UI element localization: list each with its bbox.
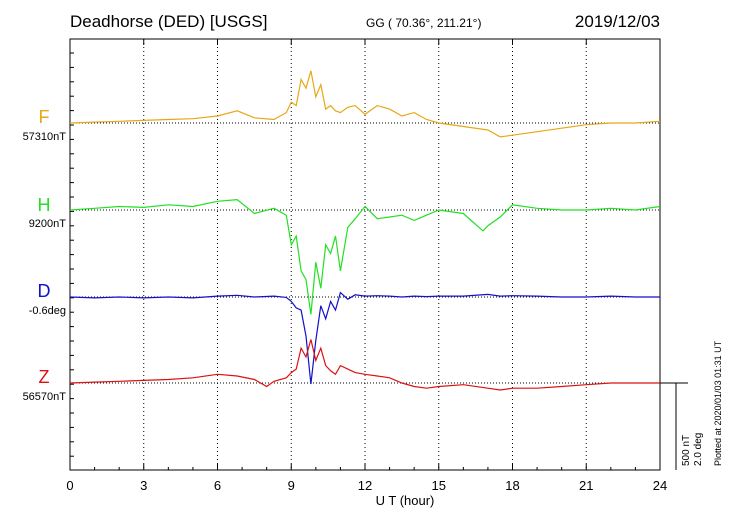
trace-f: [69, 70, 661, 138]
station-title: Deadhorse (DED) [USGS]: [70, 12, 268, 31]
tick-marks: [69, 39, 661, 470]
label-f: F: [38, 107, 50, 127]
x-tick-label: 0: [66, 478, 74, 493]
plot-date: 2019/12/03: [574, 12, 660, 31]
baseline-h: 9200nT: [28, 218, 66, 230]
x-tick-label: 12: [357, 478, 373, 493]
label-h: H: [37, 195, 51, 215]
baseline-d: -0.6deg: [28, 305, 66, 317]
x-tick-label: 3: [140, 478, 148, 493]
trace-h: [69, 198, 661, 315]
station-coordinates: GG ( 70.36°, 211.21°): [366, 16, 482, 30]
label-d: D: [37, 281, 51, 301]
baseline-f: 57310nT: [22, 131, 66, 143]
baseline-lines: [70, 122, 660, 384]
trace-lines: [69, 70, 661, 391]
trace-d: [69, 291, 660, 385]
x-tick-label: 6: [213, 478, 222, 493]
x-tick-label: 18: [505, 478, 520, 493]
x-tick-label: 15: [431, 478, 446, 493]
vertical-grid: [143, 39, 587, 470]
scale-bar: [660, 382, 688, 470]
x-tick-label: 24: [652, 478, 668, 493]
x-tick-label: 9: [287, 478, 295, 493]
x-tick-label: 21: [579, 478, 594, 493]
scale-bar-deg: 2.0 deg: [693, 432, 704, 466]
label-z: Z: [38, 367, 50, 387]
trace-z: [69, 339, 660, 391]
plotted-timestamp: Plotted at 2020/01/03 01:31 UT: [713, 340, 723, 466]
x-axis-label: U T (hour): [375, 493, 435, 508]
scale-bar-nt: 500 nT: [681, 434, 692, 466]
baseline-z: 56570nT: [22, 391, 66, 403]
